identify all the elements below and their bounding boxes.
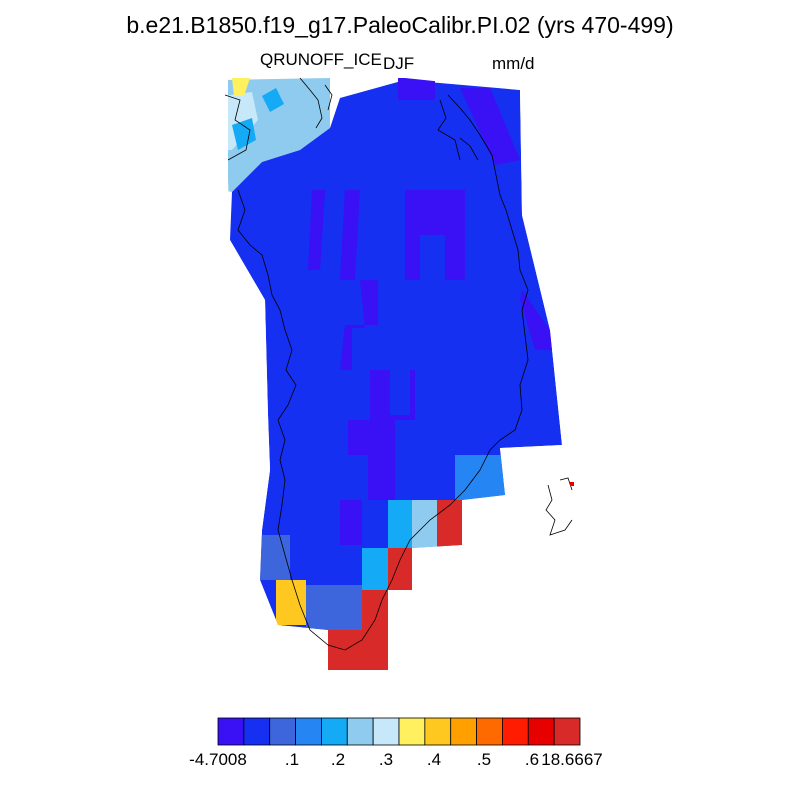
purple-column <box>340 280 415 500</box>
purple-patch-right <box>520 290 552 350</box>
colorbar-swatch <box>527 717 555 746</box>
colorbar-tick-label: .6 <box>524 750 540 769</box>
colorbar-swatch <box>502 717 529 746</box>
cell-e5 <box>362 548 388 590</box>
cell-w1 <box>258 535 290 580</box>
colorbar-swatch <box>243 717 271 746</box>
colorbar-swatch <box>346 717 374 746</box>
cell-e1 <box>455 455 505 500</box>
colorbar-swatch <box>476 717 503 746</box>
season-label: DJF <box>383 54 415 73</box>
cell-e3 <box>412 500 437 548</box>
colorbar-swatch <box>269 717 296 746</box>
variable-label: QRUNOFF_ICE <box>260 50 382 69</box>
ice-region-pale <box>228 92 258 150</box>
purple-patch-top <box>398 78 435 100</box>
cell-w3 <box>306 585 362 630</box>
purple-low <box>340 500 362 545</box>
purple-strip-2 <box>340 190 360 280</box>
plot-title: b.e21.B1850.f19_g17.PaleoCalibr.PI.02 (y… <box>126 12 674 38</box>
colorbar-swatch <box>321 717 348 746</box>
purple-patch-ne <box>460 88 520 165</box>
ice-region-cyan-2 <box>262 88 284 112</box>
cell-w2 <box>276 580 306 625</box>
red-dot-marker <box>570 482 574 486</box>
cell-e4 <box>437 500 462 548</box>
colorbar-tick-label: .4 <box>426 750 442 769</box>
purple-cross <box>405 190 465 280</box>
colorbar-swatch <box>450 717 477 746</box>
cell-e6 <box>388 548 413 590</box>
colorbar-swatch <box>372 717 400 746</box>
colorbar-tick-label: 18.6667 <box>541 750 603 769</box>
colorbar-tick-label: .3 <box>378 750 394 769</box>
colorbar-tick-label: .5 <box>476 750 492 769</box>
colorbar-swatch <box>553 717 581 746</box>
colorbar-swatch <box>295 717 322 746</box>
purple-strip-1 <box>308 190 325 270</box>
ice-region-yellow <box>232 78 250 96</box>
cell-s2 <box>328 630 388 670</box>
ice-region-cyan <box>232 118 256 150</box>
cell-e2 <box>388 500 413 548</box>
units-label: mm/d <box>492 54 535 73</box>
colorbar-swatch <box>217 717 245 746</box>
colorbar-tick-label: .1 <box>284 750 300 769</box>
colorbar-swatch <box>398 717 426 746</box>
coastline <box>224 77 573 651</box>
colorbar-tick-label: -4.7008 <box>189 750 247 769</box>
colorbar-swatch <box>424 717 452 746</box>
colorbar-tick-label: .2 <box>330 750 346 769</box>
